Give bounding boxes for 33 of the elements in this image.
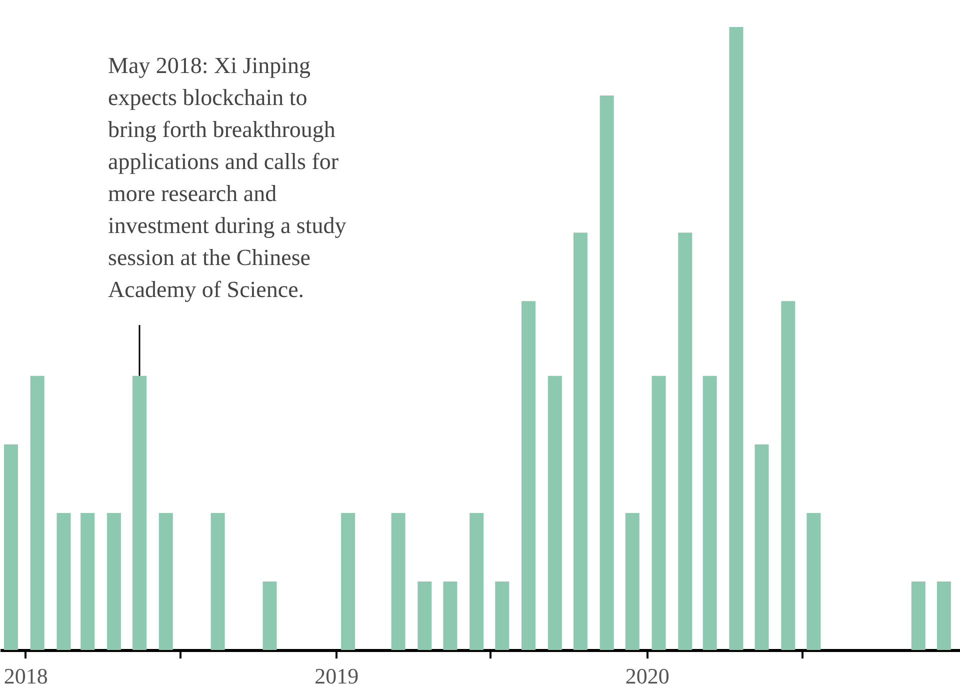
bar <box>806 512 821 650</box>
bar <box>391 512 406 650</box>
bar <box>443 581 458 650</box>
bar <box>754 444 769 650</box>
bar <box>418 581 432 650</box>
bar <box>911 581 926 650</box>
x-tick-label: 2020 <box>625 664 670 688</box>
bar <box>106 512 121 650</box>
bar <box>341 512 356 650</box>
bar <box>4 444 18 650</box>
bar <box>158 512 173 650</box>
bar <box>652 376 666 650</box>
x-tick-label: 2018 <box>4 664 48 688</box>
bar <box>936 581 951 650</box>
bar <box>522 301 536 650</box>
bar <box>625 512 640 650</box>
bar <box>729 27 744 650</box>
bar <box>702 376 717 650</box>
bar <box>262 581 277 650</box>
bar <box>678 232 692 650</box>
bar <box>600 96 614 650</box>
annotation: May 2018: Xi Jinping expects blockchain to bring forth breakthrough applications and calls for more research and investment during a study session at the Chinese Academy of Science. <box>108 53 347 302</box>
bar <box>132 376 146 650</box>
bar <box>30 376 44 650</box>
bar <box>80 512 95 650</box>
bar <box>210 512 225 650</box>
bar <box>56 512 71 650</box>
bar <box>548 376 562 650</box>
bar <box>573 232 588 650</box>
bar <box>781 301 796 650</box>
bar <box>495 581 510 650</box>
bar <box>470 512 484 650</box>
x-tick-label: 2019 <box>314 664 359 688</box>
